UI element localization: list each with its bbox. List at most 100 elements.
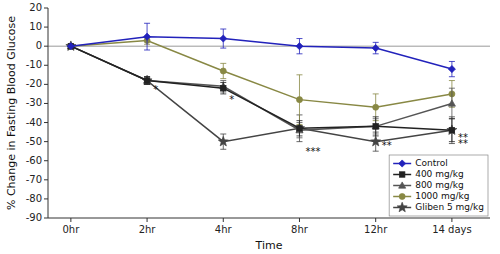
marker	[142, 75, 152, 84]
marker	[220, 35, 227, 42]
y-tick-label: -80	[26, 193, 42, 204]
series-line	[71, 46, 452, 130]
x-tick	[299, 218, 300, 222]
marker	[66, 41, 76, 50]
x-tick-label: 2hr	[139, 224, 157, 235]
legend-label: 400 mg/kg	[415, 169, 463, 179]
chart: 20100-10-20-30-40-50-60-70-80-900hr2hr4h…	[0, 0, 500, 254]
error-bar	[296, 75, 302, 125]
x-tick	[147, 218, 148, 222]
zero-line	[48, 46, 490, 47]
y-axis-label: % Change in Fasting Blood Glucose	[5, 16, 18, 210]
x-tick-label: 14 days	[432, 224, 472, 235]
y-tick	[44, 27, 48, 28]
marker	[449, 127, 455, 133]
y-tick-label: -40	[26, 117, 42, 128]
marker	[144, 78, 150, 84]
y-tick-label: -70	[26, 174, 42, 185]
y-tick	[44, 84, 48, 85]
marker	[143, 33, 150, 40]
annotation: ***	[306, 146, 321, 157]
marker	[373, 104, 379, 110]
series	[67, 23, 455, 76]
marker	[297, 126, 303, 132]
marker	[143, 77, 150, 83]
y-tick-label: -90	[26, 212, 42, 223]
series-line	[71, 37, 452, 69]
series-line	[71, 46, 452, 130]
marker	[68, 43, 74, 49]
marker	[221, 85, 227, 91]
error-bar	[296, 39, 302, 54]
marker	[372, 123, 379, 129]
y-tick	[44, 46, 48, 47]
legend-marker	[399, 182, 406, 188]
error-bar	[144, 23, 150, 50]
series-line	[71, 46, 452, 141]
marker	[373, 124, 379, 130]
legend-box	[389, 155, 488, 216]
series	[66, 41, 457, 151]
marker	[220, 68, 226, 74]
y-axis	[48, 8, 49, 218]
marker	[372, 45, 379, 52]
legend-label: 1000 mg/kg	[415, 191, 469, 201]
x-tick	[223, 218, 224, 222]
y-tick	[44, 103, 48, 104]
marker	[68, 43, 74, 49]
annotation: *	[153, 84, 158, 95]
x-tick-label: 4hr	[215, 224, 233, 235]
series	[67, 43, 455, 138]
y-tick-label: -50	[26, 136, 42, 147]
error-bar	[220, 63, 226, 78]
error-bar	[449, 88, 455, 119]
annotation: **	[458, 138, 468, 149]
x-tick-label: 12hr	[364, 224, 388, 235]
error-bar	[373, 117, 379, 136]
x-tick	[70, 218, 71, 222]
marker	[296, 97, 302, 103]
x-axis	[48, 218, 490, 219]
marker	[218, 136, 228, 145]
y-tick	[44, 122, 48, 123]
legend-marker	[399, 160, 406, 167]
marker	[448, 66, 455, 73]
marker	[67, 43, 74, 50]
y-tick-label: -20	[26, 78, 42, 89]
y-tick-label: -10	[26, 59, 42, 70]
error-bar	[449, 61, 455, 76]
error-bar	[220, 29, 226, 48]
error-bar	[144, 77, 150, 85]
y-tick	[44, 141, 48, 142]
series-line	[71, 40, 452, 107]
legend-marker	[399, 172, 405, 178]
y-tick	[44, 218, 48, 219]
y-tick-label: 0	[36, 40, 42, 51]
marker	[448, 100, 455, 106]
marker	[296, 43, 303, 50]
error-bar	[220, 82, 226, 93]
y-tick	[44, 160, 48, 161]
x-tick-label: 8hr	[291, 224, 309, 235]
error-bar	[296, 121, 302, 136]
error-bar	[373, 42, 379, 53]
marker	[67, 43, 74, 49]
series	[68, 37, 455, 125]
y-tick-label: -30	[26, 97, 42, 108]
error-bar	[449, 117, 455, 144]
annotation: **	[382, 140, 392, 151]
marker	[371, 136, 381, 145]
legend-marker	[397, 202, 407, 211]
plot-area	[66, 23, 457, 151]
y-tick	[44, 198, 48, 199]
y-tick-label: -60	[26, 155, 42, 166]
y-tick	[44, 65, 48, 66]
y-tick	[44, 8, 48, 9]
x-axis-label: Time	[255, 239, 283, 252]
legend-marker	[399, 193, 405, 199]
y-tick-label: 10	[29, 21, 42, 32]
annotation: *	[229, 94, 234, 105]
error-bar	[449, 119, 455, 142]
legend-label: 800 mg/kg	[415, 180, 463, 190]
error-bar	[144, 77, 150, 85]
